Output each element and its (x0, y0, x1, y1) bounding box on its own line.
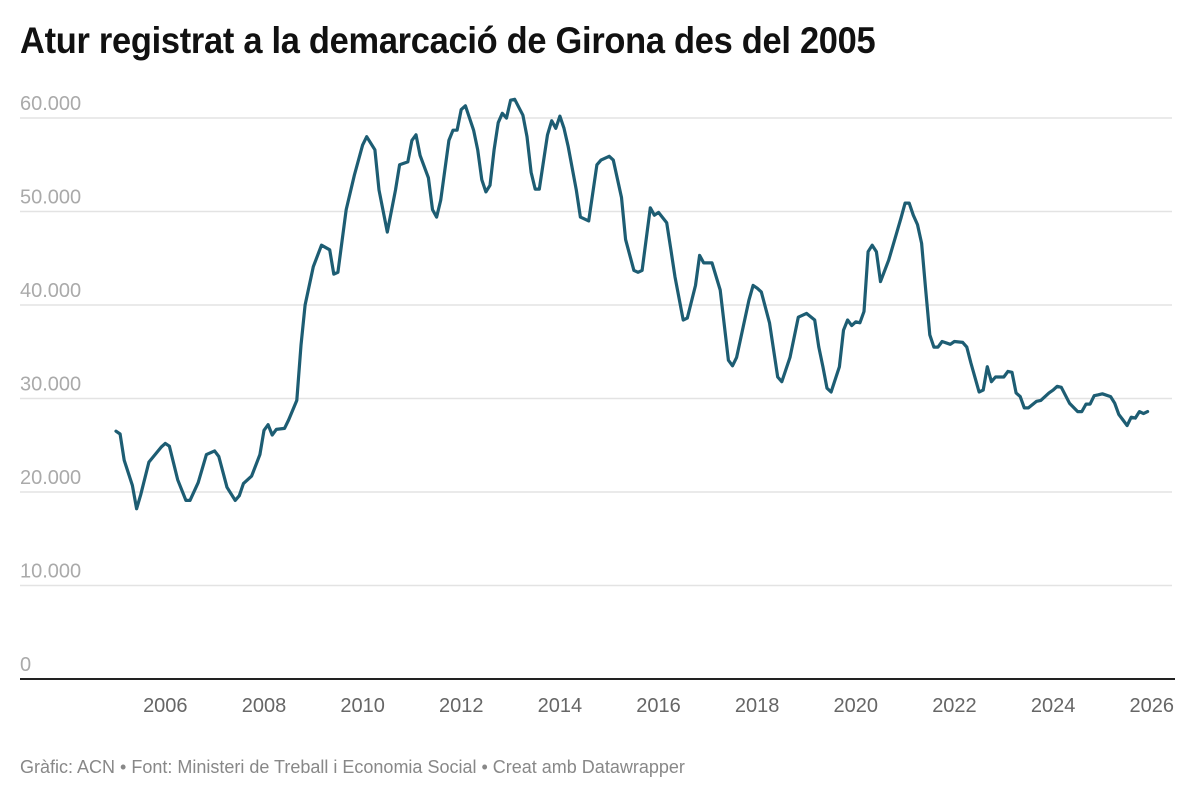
x-tick-label: 2006 (143, 695, 188, 717)
gridlines (20, 117, 1172, 587)
y-tick-label: 10.000 (20, 561, 81, 583)
chart-title: Atur registrat a la demarcació de Girona… (20, 20, 876, 61)
x-tick-label: 2026 (1129, 695, 1174, 717)
y-tick-label: 50.000 (20, 187, 81, 209)
x-tick-label: 2020 (834, 695, 879, 717)
x-tick-label: 2012 (439, 695, 484, 717)
x-axis-ticks: 2006 2008 2010 2012 2014 2016 2018 2020 2022 2024… (143, 695, 1174, 717)
y-tick-label: 40.000 (20, 280, 81, 302)
x-tick-label: 2022 (932, 695, 977, 717)
chart-footer-credits: Gràfic: ACN • Font: Ministeri de Treball… (20, 757, 685, 777)
y-axis-ticks: 0 10.000 20.000 30.000 40.000 50.000 60.000 (20, 93, 81, 676)
x-tick-label: 2016 (636, 695, 681, 717)
x-tick-label: 2014 (538, 695, 583, 717)
y-tick-label: 60.000 (20, 93, 81, 115)
y-tick-label: 20.000 (20, 467, 81, 489)
x-tick-label: 2010 (340, 695, 385, 717)
series-group (114, 97, 1150, 511)
x-tick-label: 2008 (242, 695, 287, 717)
y-tick-label: 0 (20, 654, 31, 676)
x-tick-label: 2018 (735, 695, 780, 717)
x-tick-label: 2024 (1031, 695, 1076, 717)
series-line (114, 97, 1150, 511)
y-tick-label: 30.000 (20, 374, 81, 396)
